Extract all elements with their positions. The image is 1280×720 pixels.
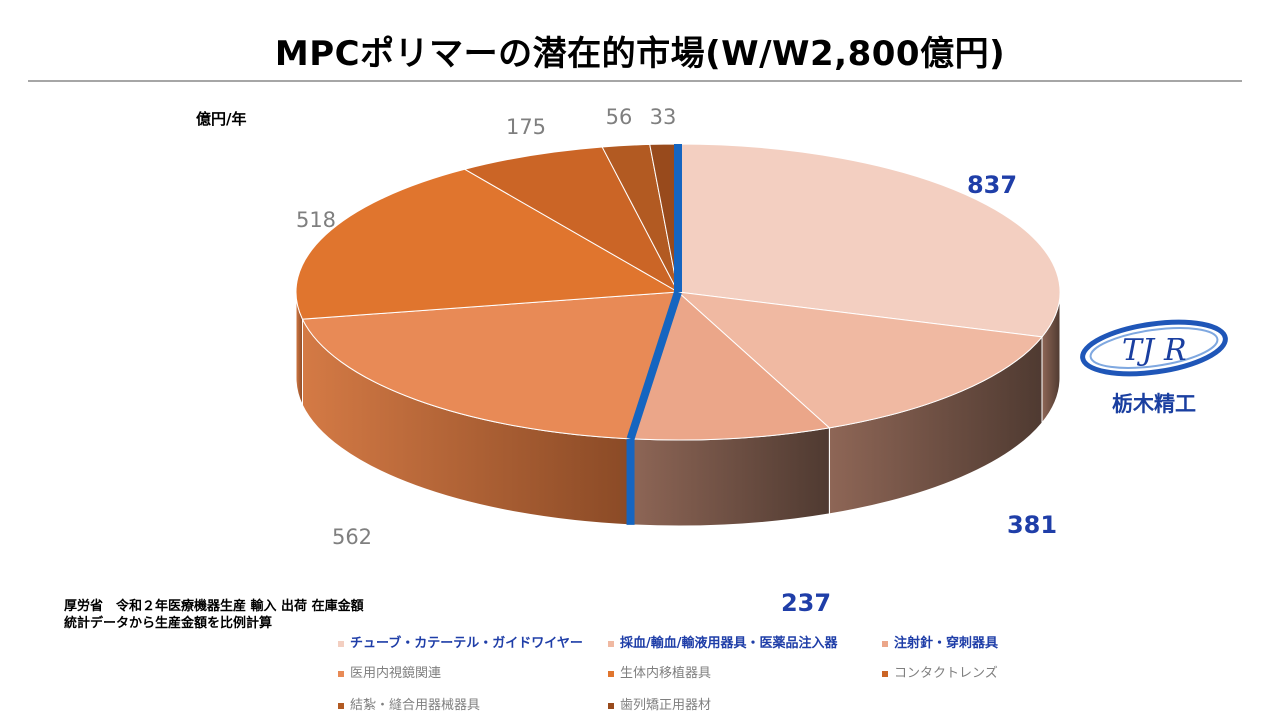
chart-title: MPCポリマーの潜在的市場(W/W2,800億円) [274,34,1006,74]
data-label-0: 837 [967,171,1017,199]
legend-swatch-4 [608,670,614,677]
legend-label-4: 生体内移植器具 [620,666,712,681]
data-label-5: 175 [506,115,546,139]
unit-label: 億円/年 [196,110,247,128]
legend-swatch-5 [882,670,888,677]
source-line-2: 統計データから生産金額を比例計算 [64,616,273,631]
legend-item-4: 生体内移植器具 [608,662,711,681]
legend-item-0: チューブ・カテーテル・ガイドワイヤー [338,632,583,651]
logo-company-name: 栃木精工 [1112,392,1196,416]
pie-slice-2 [629,291,831,441]
pie-top [295,143,1061,441]
legend-label-1: 採血/輸血/輸液用器具・医薬品注入器 [620,636,838,651]
legend-item-2: 注射針・穿刺器具 [882,632,998,651]
legend-label-0: チューブ・カテーテル・ガイドワイヤー [350,636,583,651]
legend-swatch-7 [608,702,614,709]
pie-divider [626,144,682,525]
data-label-2: 237 [781,589,831,617]
company-logo: T J R 栃木精工 [1074,312,1234,416]
legend-swatch-6 [338,702,344,709]
legend-label-5: コンタクトレンズ [894,666,998,681]
pie-slice-1 [676,291,1043,429]
data-label-1: 381 [1007,511,1057,539]
data-label-7: 33 [650,105,677,129]
data-label-3: 562 [332,525,372,549]
data-label-6: 56 [606,105,633,129]
source-note: 厚労省 令和２年医療機器生産 輸入 出荷 在庫金額 統計データから生産金額を比例… [64,598,364,632]
source-line-1: 厚労省 令和２年医療機器生産 輸入 出荷 在庫金額 [64,599,364,614]
pie-slice-4 [295,168,680,320]
svg-text:R: R [1163,333,1187,368]
divider-inner-line [626,290,682,441]
legend-item-7: 歯列矯正用器材 [608,694,711,713]
logo-emblem-icon: T J R [1080,319,1228,377]
legend-label-3: 医用内視鏡関連 [350,666,442,681]
legend-swatch-1 [608,640,614,647]
legend-label-7: 歯列矯正用器材 [620,698,712,713]
legend-swatch-2 [882,640,888,647]
legend-item-5: コンタクトレンズ [882,662,998,681]
legend-item-6: 結紮・縫合用器械器具 [338,694,480,713]
legend-item-1: 採血/輸血/輸液用器具・医薬品注入器 [608,632,838,651]
data-label-4: 518 [296,208,336,232]
legend-swatch-0 [338,640,344,647]
pie-labels: 837 381 237 562 518 175 56 33 [296,105,1057,617]
title-divider [28,80,1242,82]
legend-label-6: 結紮・縫合用器械器具 [350,698,481,713]
pie-slice-0 [677,143,1061,338]
svg-text:T: T [1122,333,1144,368]
pie-slice-5 [463,146,680,294]
legend-label-2: 注射針・穿刺器具 [894,636,999,651]
legend-swatch-3 [338,670,344,677]
pie-slice-3 [301,291,679,440]
pie-side-2 [630,427,830,527]
legend-item-3: 医用内視鏡関連 [338,662,441,681]
